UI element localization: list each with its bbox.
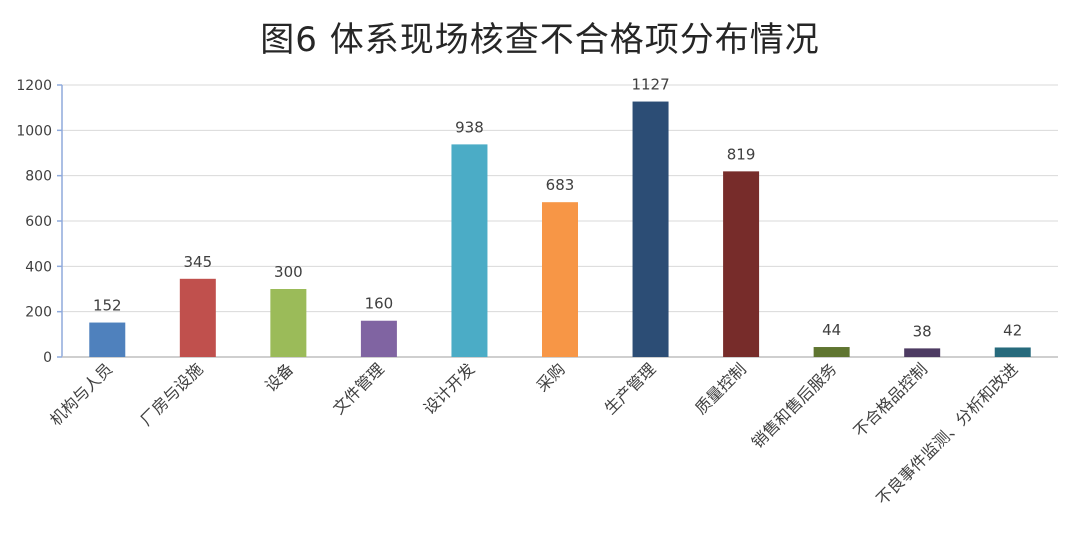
y-tick-label: 1200 xyxy=(16,78,52,94)
data-label: 938 xyxy=(455,118,484,136)
bar xyxy=(179,278,216,357)
y-tick-label: 400 xyxy=(25,259,52,275)
x-tick-label: 设计开发 xyxy=(420,359,479,418)
x-tick-label: 销售和售后服务 xyxy=(748,359,841,452)
data-labels: 152 345 300 160 938 683 1127 819 44 38 42 xyxy=(93,76,1022,341)
bar xyxy=(542,202,578,357)
data-label: 683 xyxy=(546,176,575,194)
y-tick-label: 0 xyxy=(43,350,52,366)
y-tick-label: 800 xyxy=(25,169,52,185)
bar xyxy=(270,289,307,357)
x-tick-label: 采购 xyxy=(533,359,569,395)
x-tick-label: 机构与人员 xyxy=(46,359,116,429)
x-tick-label: 厂房与设施 xyxy=(137,359,207,429)
bar xyxy=(89,322,126,357)
bar xyxy=(994,347,1031,357)
bars xyxy=(89,101,1031,358)
y-axis-ticks: 0 200 400 600 800 1000 1200 xyxy=(16,78,62,366)
data-label: 152 xyxy=(93,297,122,315)
data-label: 44 xyxy=(822,321,841,339)
bar xyxy=(360,320,397,357)
bar xyxy=(723,171,760,357)
data-label: 300 xyxy=(274,263,303,281)
data-label: 42 xyxy=(1003,321,1022,339)
x-tick-label: 生产管理 xyxy=(601,359,660,418)
data-label: 1127 xyxy=(631,76,669,94)
bar xyxy=(904,348,941,357)
bar xyxy=(451,144,488,357)
bar xyxy=(813,347,850,357)
x-tick-label: 文件管理 xyxy=(329,359,388,418)
chart-title: 图6 体系现场核查不合格项分布情况 xyxy=(260,20,820,60)
y-tick-label: 1000 xyxy=(16,123,52,139)
data-label: 345 xyxy=(183,253,212,271)
data-label: 160 xyxy=(365,295,394,313)
data-label: 819 xyxy=(727,145,756,163)
x-tick-label: 不合格品控制 xyxy=(850,359,931,440)
y-tick-label: 600 xyxy=(25,214,52,230)
y-tick-label: 200 xyxy=(25,305,52,321)
bar xyxy=(632,101,669,358)
data-label: 38 xyxy=(913,322,932,340)
x-tick-label: 设备 xyxy=(261,359,297,395)
x-tick-label: 质量控制 xyxy=(691,359,750,418)
